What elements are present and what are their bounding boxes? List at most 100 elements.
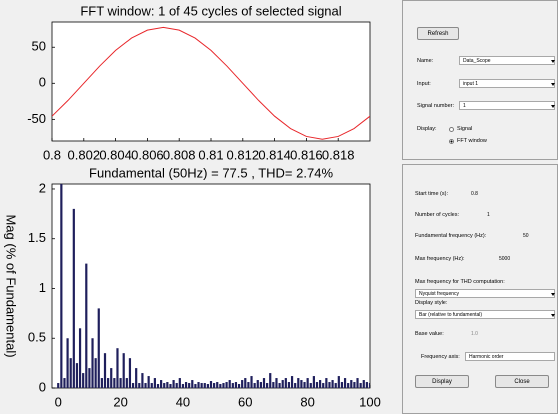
bar [278, 383, 281, 388]
bar [325, 378, 328, 388]
dropdown-arrow [551, 293, 555, 296]
start-field[interactable]: 0.8 [471, 191, 478, 197]
bar [88, 368, 91, 388]
option: FFT window [457, 138, 487, 144]
fund-field[interactable]: 50 [523, 233, 529, 239]
bar [103, 353, 107, 388]
bar [82, 373, 85, 388]
bar [337, 376, 340, 388]
bar [203, 383, 206, 388]
y-axis-label: Mag (% of Fundamental) [4, 214, 19, 357]
bar [312, 376, 315, 388]
bar [222, 383, 225, 388]
bar [153, 378, 156, 388]
bar [306, 378, 309, 388]
bar [135, 368, 138, 388]
x-tick-label: 0.814 [258, 147, 291, 162]
name-dropdown[interactable]: Data_Scope [459, 56, 555, 65]
refresh-button[interactable]: Refresh [417, 27, 459, 40]
x-tick-label: 0.8 [43, 147, 61, 162]
bar [309, 383, 312, 388]
bar [113, 378, 116, 388]
dropdown-arrow [551, 314, 555, 317]
y-tick-label: -50 [27, 111, 46, 126]
bar [200, 383, 203, 388]
x-tick-label: 20 [113, 394, 127, 409]
bar [188, 383, 191, 388]
bar [294, 383, 297, 388]
bar [216, 382, 219, 388]
y-tick-label: 2 [39, 180, 46, 195]
bar [150, 383, 153, 388]
bar [175, 383, 178, 388]
bar [281, 380, 284, 388]
bar [225, 382, 228, 388]
bar [91, 338, 94, 388]
bar [60, 184, 63, 388]
top-title: FFT window: 1 of 45 cycles of selected s… [80, 3, 341, 18]
bar [262, 378, 266, 388]
bar [206, 384, 209, 388]
axis-dropdown[interactable]: Harmonic order [465, 352, 555, 361]
x-tick-label: 0.804 [99, 147, 132, 162]
label: Start time (s): [415, 191, 449, 197]
bar [191, 380, 194, 388]
bar [368, 383, 370, 388]
bar [331, 380, 334, 388]
max-field[interactable]: 5000 [499, 256, 511, 262]
bar [256, 380, 259, 388]
style-dropdown[interactable]: Bar (relative to fundamental) [415, 310, 555, 319]
bar [347, 383, 350, 388]
input-dropdown[interactable]: input 1 [459, 79, 555, 88]
thd-dropdown[interactable]: Nyquist frequency [415, 289, 555, 298]
bar [128, 358, 132, 388]
dropdown-arrow [551, 60, 555, 63]
bar [125, 378, 128, 388]
bar [156, 384, 160, 388]
bar [94, 358, 97, 388]
signal-dropdown[interactable]: 1 [459, 101, 555, 110]
radio[interactable] [449, 127, 454, 132]
bar [197, 382, 200, 388]
cycles-field[interactable]: 1 [487, 212, 490, 218]
y-tick-label: 0 [39, 75, 46, 90]
x-tick-label: 0.802 [68, 147, 101, 162]
radio-selected[interactable] [449, 139, 454, 144]
bar [72, 208, 75, 388]
label: Display: [417, 126, 437, 132]
label: Signal number: [417, 103, 454, 109]
bar [110, 368, 113, 388]
bar [181, 384, 185, 388]
bar [234, 382, 238, 388]
x-tick-label: 0.816 [290, 147, 323, 162]
label: Display style: [415, 300, 448, 306]
label: Fundamental frequency (Hz): [415, 233, 487, 239]
bar [237, 384, 241, 388]
bar [75, 363, 79, 388]
bar [340, 382, 344, 388]
x-tick-label: 0 [55, 394, 62, 409]
bar [272, 382, 275, 388]
bar [365, 382, 368, 388]
bar [250, 376, 253, 388]
bar [228, 380, 231, 388]
display-button[interactable]: Display [415, 375, 469, 388]
bar [119, 378, 122, 388]
bar [350, 380, 353, 388]
bar [356, 378, 359, 388]
fft-panel: Start time (s): 0.8 Number of cycles: 1 … [402, 164, 558, 414]
close-button[interactable]: Close [495, 375, 549, 388]
bar [241, 380, 244, 388]
bar [138, 383, 141, 388]
x-tick-label: 0.818 [322, 147, 355, 162]
bar [269, 373, 272, 388]
bar [362, 380, 365, 388]
bar [319, 380, 322, 388]
plot-area [52, 26, 370, 140]
charts: FFT window: 1 of 45 cycles of selected s… [3, 3, 381, 410]
x-tick-label: 40 [176, 394, 190, 409]
bar [194, 384, 197, 388]
bar [328, 382, 331, 388]
base-field[interactable]: 1.0 [471, 331, 478, 337]
